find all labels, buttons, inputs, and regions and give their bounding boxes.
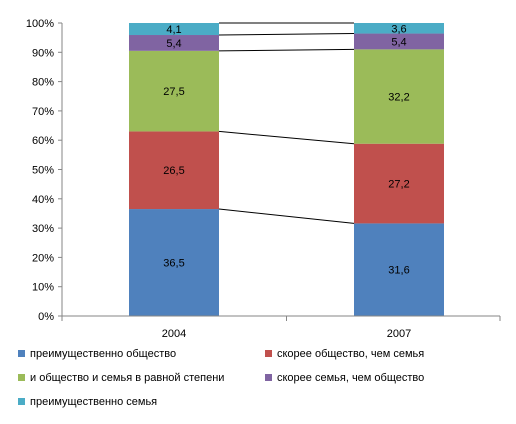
legend-item-1: скорее общество, чем семья (265, 346, 508, 361)
series-line-0 (218, 208, 355, 224)
data-label-2004-series-3: 5,4 (166, 38, 181, 50)
bar-2007-series-3 (354, 33, 444, 50)
data-label-2004-series-1: 26,5 (163, 165, 184, 177)
bar-2004-series-1 (129, 131, 219, 210)
data-label-2007-series-1: 27,2 (388, 179, 409, 191)
data-label-2004-series-2: 27,5 (163, 86, 184, 98)
bar-2004-series-4 (129, 23, 219, 36)
bar-2007-series-2 (354, 49, 444, 144)
series-line-1 (218, 130, 355, 145)
y-tick-label-7: 70% (32, 106, 54, 118)
legend-label-3: скорее семья, чем общество (277, 371, 425, 384)
legend-label-0: преимущественно общество (30, 347, 177, 360)
data-label-2004-series-0: 36,5 (163, 258, 184, 270)
bar-2004-series-2 (129, 50, 219, 132)
data-label-2007-series-2: 32,2 (388, 92, 409, 104)
bar-2004-series-3 (129, 35, 219, 51)
legend-label-4: преимущественно семья (30, 395, 158, 408)
series-line-2 (218, 48, 355, 52)
x-tick-label-2004: 2004 (162, 328, 186, 340)
x-tick-label-2007: 2007 (387, 328, 411, 340)
legend-label-1: скорее общество, чем семья (277, 347, 425, 360)
legend-item-0: преимущественно общество (18, 346, 265, 361)
y-tick-label-1: 10% (32, 282, 54, 294)
y-tick-label-0: 0% (38, 311, 54, 323)
y-tick-label-6: 60% (32, 135, 54, 147)
data-label-2007-series-4: 3,6 (391, 23, 406, 35)
legend-swatch-4 (18, 398, 25, 405)
legend-swatch-1 (265, 350, 272, 357)
legend-item-2: и общество и семья в равной степени (18, 370, 265, 385)
legend-item-4: преимущественно семья (18, 394, 265, 409)
data-label-2007-series-0: 31,6 (388, 265, 409, 277)
y-tick-label-8: 80% (32, 77, 54, 89)
legend-swatch-2 (18, 374, 25, 381)
y-tick-label-9: 90% (32, 47, 54, 59)
data-label-2004-series-4: 4,1 (166, 24, 181, 36)
data-label-2007-series-3: 5,4 (391, 36, 406, 48)
legend: преимущественно общество скорее общество,… (18, 346, 508, 409)
legend-label-2: и общество и семья в равной степени (30, 371, 225, 384)
bar-2007-series-1 (354, 143, 444, 224)
bar-2007-series-0 (354, 223, 444, 316)
plot-area: 36,5 31,6 26,5 27,2 27,5 32,2 5,4 5,4 4,1 3,6 0% 10… (26, 18, 501, 340)
bar-2004-series-0 (129, 209, 219, 316)
y-tick-label-2: 20% (32, 252, 54, 264)
y-tick-label-4: 40% (32, 194, 54, 206)
y-tick-label-3: 30% (32, 223, 54, 235)
y-tick-label-10: 100% (26, 18, 54, 30)
bar-2007-series-4 (354, 23, 444, 34)
series-line-3 (218, 33, 355, 36)
legend-item-3: скорее семья, чем общество (265, 370, 508, 385)
legend-swatch-0 (18, 350, 25, 357)
legend-swatch-3 (265, 374, 272, 381)
y-tick-label-5: 50% (32, 165, 54, 177)
